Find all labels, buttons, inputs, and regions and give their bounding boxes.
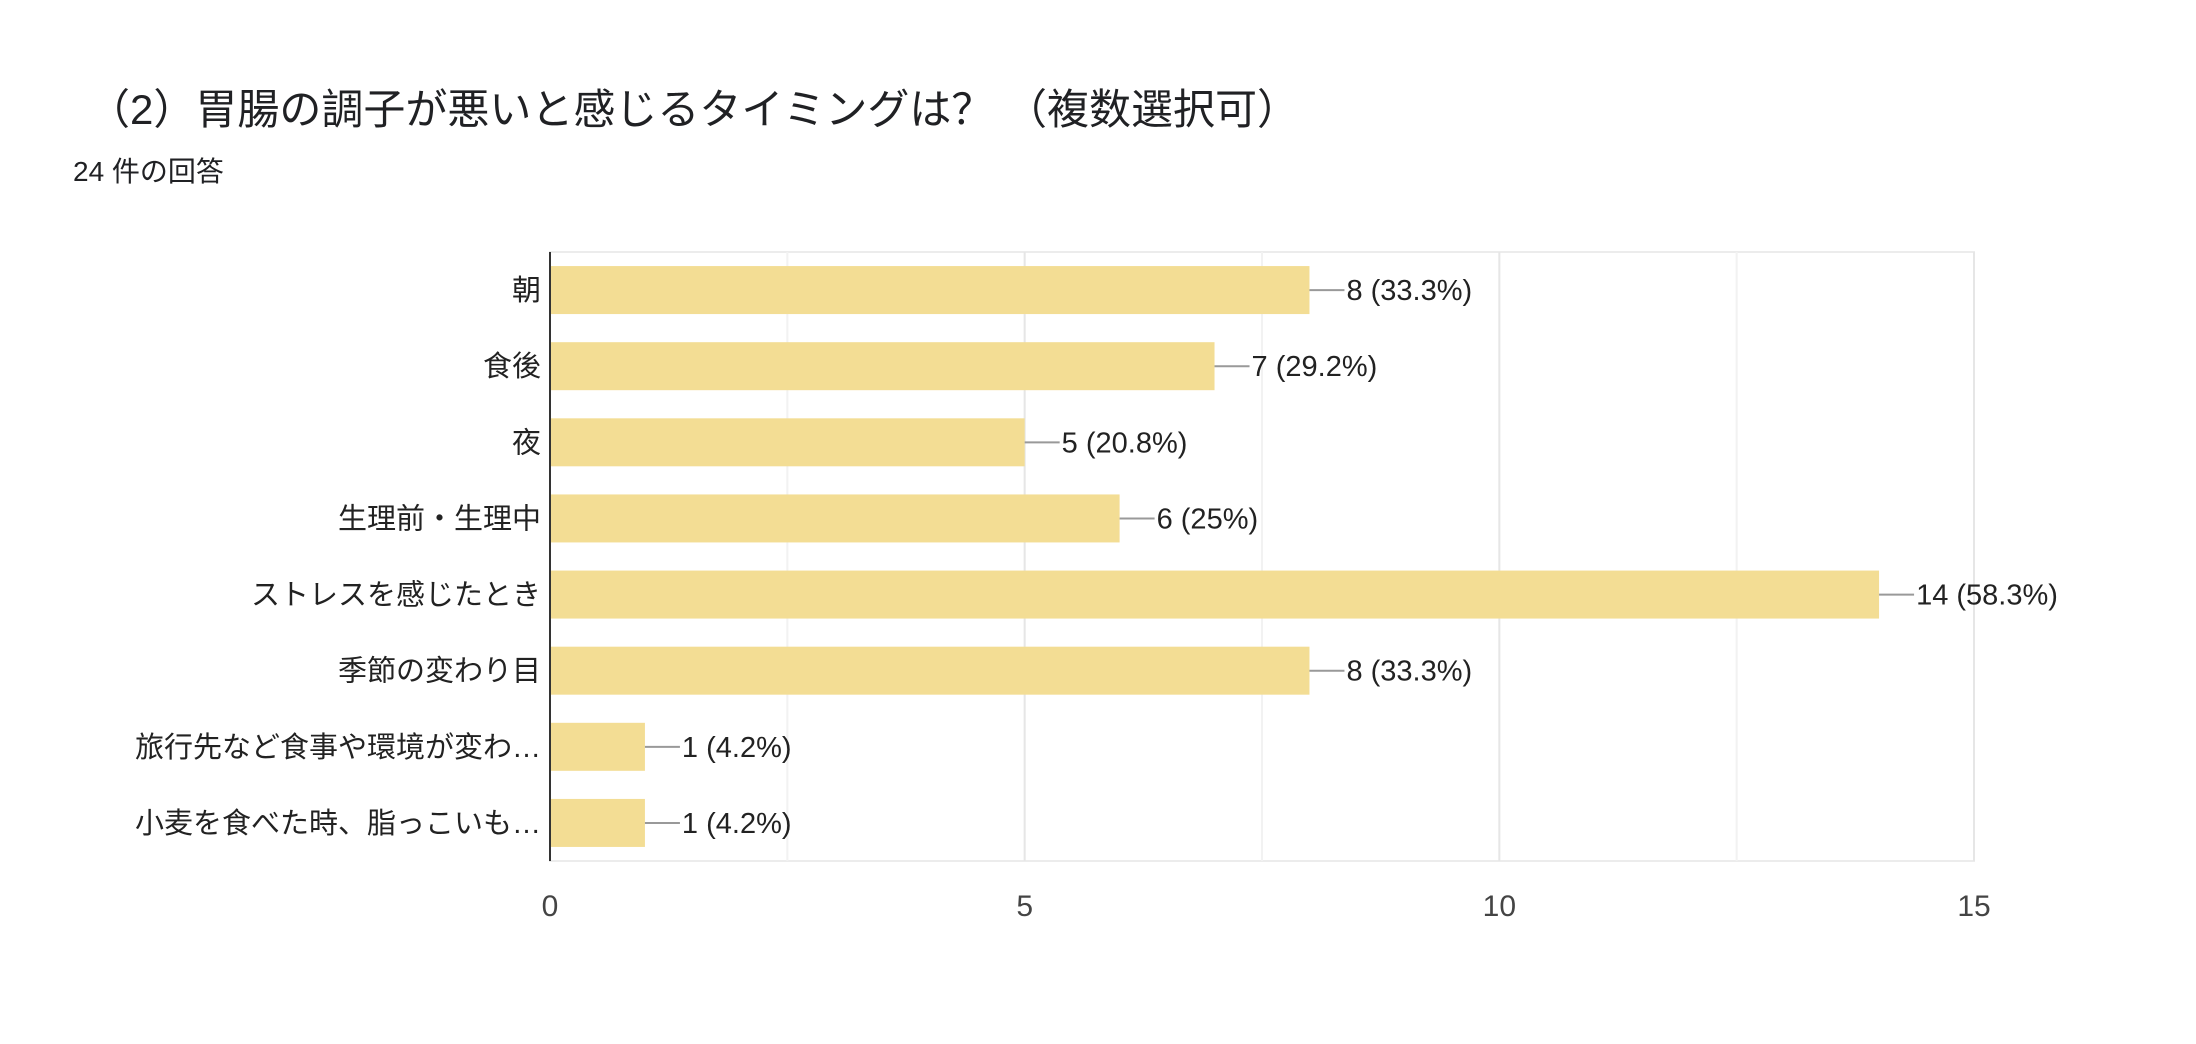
question-title: （2）胃腸の調子が悪いと感じるタイミングは？ （複数選択可） — [88, 86, 1300, 133]
response-count: 24 件の回答 — [73, 156, 224, 187]
category-label: 朝 — [512, 274, 541, 307]
category-label: 食後 — [483, 350, 541, 383]
bar — [550, 722, 645, 771]
data-label: 6 (25%) — [1157, 503, 1259, 535]
data-label: 14 (58.3%) — [1916, 580, 2058, 612]
bar — [550, 798, 645, 847]
x-tick-label: 10 — [1483, 890, 1516, 923]
bar — [550, 646, 1310, 695]
x-tick-label: 0 — [542, 890, 559, 923]
category-label: 夜 — [512, 426, 541, 459]
x-tick-label: 5 — [1016, 890, 1033, 923]
category-label: 小麦を食べた時、脂っこいも… — [135, 807, 541, 840]
data-label: 7 (29.2%) — [1252, 351, 1378, 383]
data-label: 1 (4.2%) — [682, 732, 792, 764]
data-label: 8 (33.3%) — [1346, 275, 1472, 307]
bar — [550, 570, 1880, 619]
bar — [550, 266, 1310, 315]
bar — [550, 418, 1025, 467]
data-label: 1 (4.2%) — [682, 808, 792, 840]
data-label: 8 (33.3%) — [1346, 656, 1472, 688]
bar — [550, 342, 1215, 391]
category-label: ストレスを感じたとき — [251, 579, 541, 612]
bar — [550, 494, 1120, 543]
x-tick-label: 15 — [1957, 890, 1990, 923]
category-label: 季節の変わり目 — [338, 655, 541, 688]
category-label: 旅行先など食事や環境が変わ… — [135, 731, 541, 764]
category-label: 生理前・生理中 — [338, 502, 541, 535]
data-label: 5 (20.8%) — [1062, 427, 1188, 459]
